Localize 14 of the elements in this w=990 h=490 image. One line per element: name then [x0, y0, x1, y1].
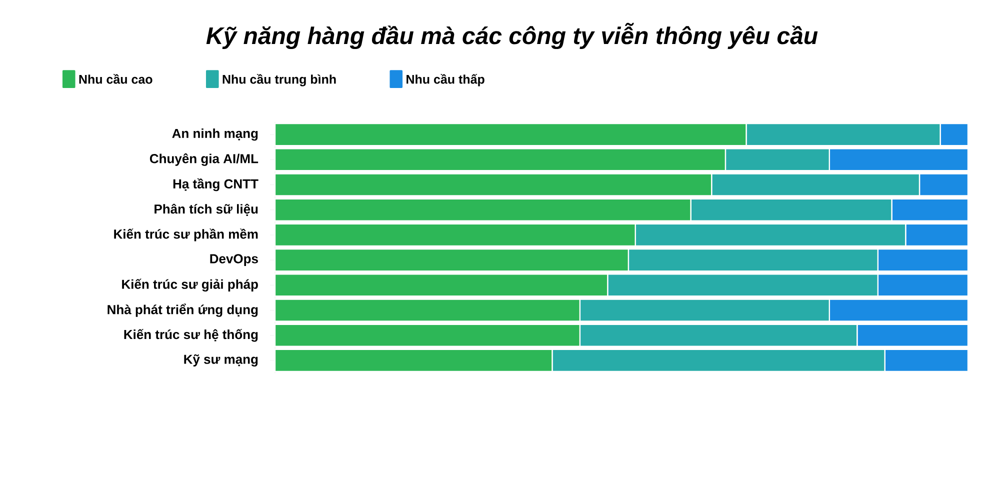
legend-label: Nhu cầu trung bình [222, 74, 336, 86]
chart-title: Kỹ năng hàng đầu mà các công ty viễn thông yêu cầu [206, 22, 818, 50]
legend-label: Nhu cầu thấp [406, 74, 484, 86]
y-tick-label: An ninh mạng [172, 128, 258, 141]
y-tick-label: Kiến trúc sư phần mềm [114, 228, 258, 242]
y-tick-label: Kỹ sư mạng [184, 354, 258, 367]
y-tick-label: DevOps [210, 254, 258, 266]
y-tick-label: Kiến trúc sư hệ thống [124, 328, 258, 342]
y-tick-label: Kiến trúc sư giải pháp [122, 278, 258, 292]
y-tick-label: Hạ tầng CNTT [173, 178, 258, 192]
y-tick-label: Nhà phát triển ứng dụng [108, 304, 258, 317]
legend-label: Nhu cầu cao [79, 74, 152, 84]
y-tick-label: Chuyên gia AI/ML [150, 153, 258, 166]
y-tick-label: Phân tích sữ liệu [154, 204, 258, 216]
